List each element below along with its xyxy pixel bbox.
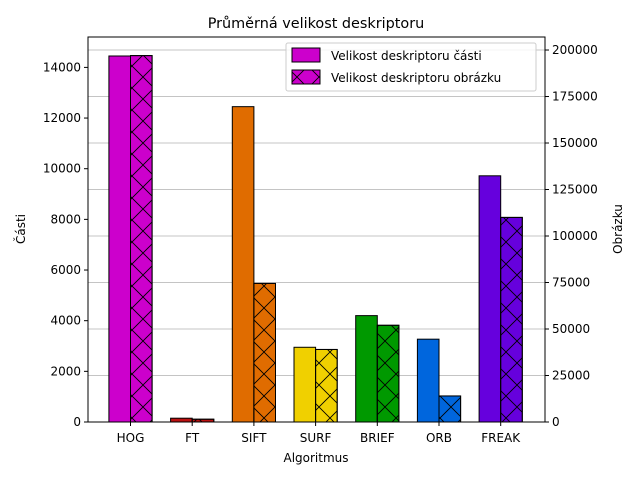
legend-label-image: Velikost deskriptoru obrázku [331,71,501,85]
y-right-tick-label-1: 25000 [552,369,590,383]
y-right-tick-label-4: 100000 [552,229,598,243]
x-tick-label-freak: FREAK [481,431,521,445]
x-axis-title: Algoritmus [283,451,348,465]
y-axis-left-title: Části [13,214,28,244]
y-right-tick-label-8: 200000 [552,43,598,57]
bar-image-hatch-hog [130,55,153,423]
bar-image-hatch-brief [376,324,400,423]
x-axis: HOG FT SIFT SURF BRIEF ORB FREAK [117,422,521,445]
bar-image-hatch-freak [500,216,523,423]
bar-image-hatch-orb [438,395,462,423]
y-left-tick-label-0: 0 [73,415,81,429]
bar-parts-brief [355,315,378,423]
y-left-tick-label-4: 8000 [50,212,81,226]
bar-parts-surf [293,346,317,423]
x-tick-label-surf: SURF [300,431,332,445]
bar-parts-hog [108,55,132,423]
bar-image-hatch-surf [315,348,338,423]
x-tick-label-ft: FT [185,431,200,445]
chart-title: Průměrná velikost deskriptoru [208,16,425,32]
bar-parts-freak [478,175,502,423]
y-right-tick-label-3: 75000 [552,276,590,290]
y-left-tick-label-1: 2000 [50,364,81,378]
y-right-tick-label-0: 0 [552,415,560,429]
x-tick-label-brief: BRIEF [360,431,395,445]
y-axis-left: 0 2000 4000 6000 8000 10000 12000 14000 [43,60,88,429]
x-tick-label-orb: ORB [426,431,452,445]
y-axis-right: 0 25000 50000 75000 100000 125000 150000 175000… [545,43,598,429]
legend-label-parts: Velikost deskriptoru části [331,49,482,63]
y-left-tick-label-2: 4000 [50,314,81,328]
y-right-tick-label-6: 150000 [552,136,598,150]
x-tick-label-sift: SIFT [241,431,267,445]
legend-swatch-image-hatch [291,69,321,85]
y-right-tick-label-7: 175000 [552,90,598,104]
legend: Velikost deskriptoru části Velikost desk… [285,42,537,92]
y-left-tick-label-6: 12000 [43,111,81,125]
bar-parts-orb [416,338,440,423]
x-tick-label-hog: HOG [117,431,145,445]
y-right-tick-label-2: 50000 [552,322,590,336]
bar-parts-sift [231,106,255,423]
y-left-tick-label-3: 6000 [50,263,81,277]
bars [108,55,523,423]
y-axis-right-title: Obrázku [611,204,625,254]
y-right-tick-label-5: 125000 [552,183,598,197]
y-left-tick-label-5: 10000 [43,162,81,176]
legend-swatch-parts [291,47,321,63]
bar-image-hatch-sift [253,282,276,423]
bar-parts-ft [170,417,193,423]
y-left-tick-label-7: 14000 [43,60,81,74]
legend-box [285,42,537,92]
plot-frame [87,36,546,423]
